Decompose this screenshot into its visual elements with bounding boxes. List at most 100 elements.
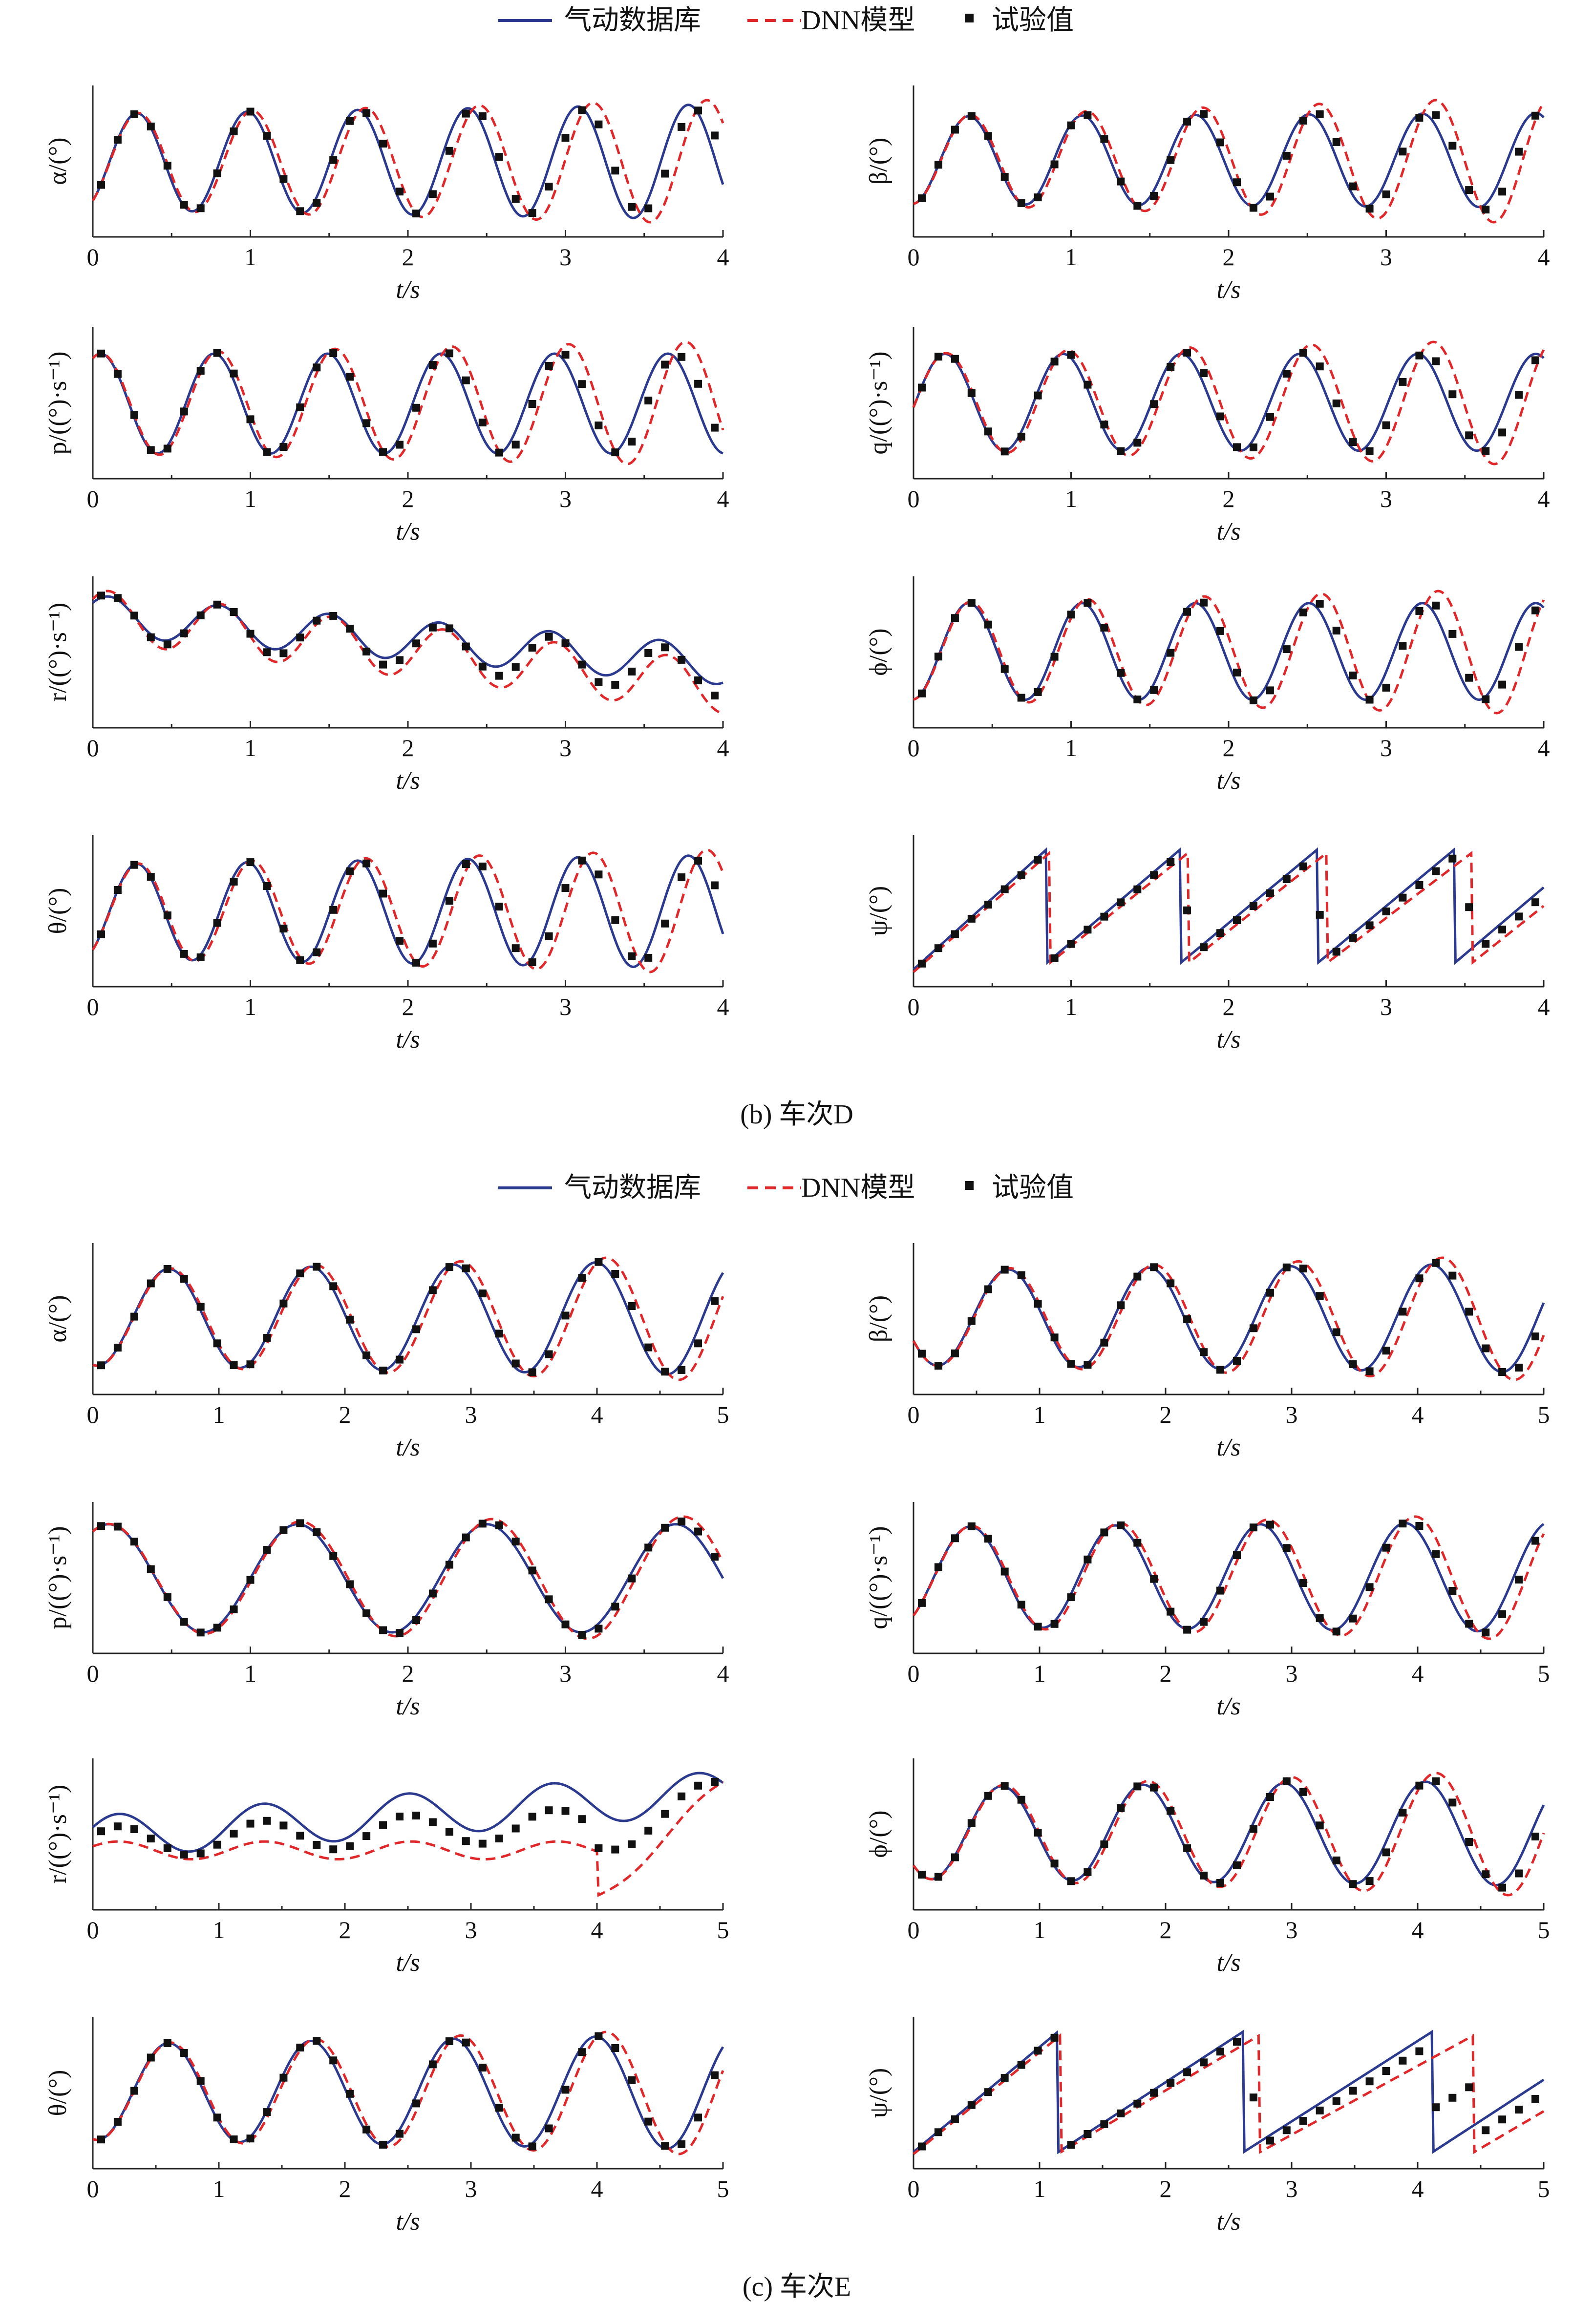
- test-point: [1332, 627, 1340, 634]
- test-point: [1067, 611, 1075, 619]
- test-point: [396, 2130, 404, 2138]
- test-point: [1167, 2079, 1175, 2087]
- test-point: [180, 407, 188, 416]
- test-point: [296, 1832, 304, 1840]
- test-point: [511, 195, 520, 203]
- panel: 0 1 2 3 4 t/s ψ/(°): [865, 835, 1550, 1054]
- test-point: [279, 1526, 288, 1534]
- x-tick-label: 3: [559, 734, 572, 761]
- x-tick-label: 4: [591, 1916, 603, 1944]
- test-point: [1034, 1829, 1042, 1837]
- y-axis-label: θ/(°): [44, 2070, 72, 2116]
- test-point: [1332, 1856, 1340, 1864]
- panel: 0 1 2 3 4 t/s β/(°): [865, 85, 1550, 304]
- test-point: [1000, 1782, 1009, 1790]
- test-point: [246, 1360, 255, 1369]
- test-point: [578, 1815, 586, 1823]
- series-dnn-line: [913, 590, 1545, 715]
- test-point: [1249, 696, 1257, 704]
- x-tick-label: 5: [717, 1916, 729, 1944]
- test-point: [180, 2049, 188, 2057]
- test-point: [313, 1841, 321, 1849]
- test-point: [578, 660, 586, 669]
- test-point: [163, 1265, 171, 1273]
- test-point: [478, 419, 487, 426]
- test-point: [1482, 695, 1490, 703]
- test-point: [113, 2118, 122, 2126]
- x-tick-label: 2: [339, 1401, 351, 1428]
- test-point: [1084, 1361, 1092, 1369]
- panel: 0 1 2 3 4 t/s p/((°)·s⁻¹): [44, 327, 729, 546]
- test-point: [263, 448, 271, 456]
- test-point: [1448, 390, 1457, 399]
- test-point: [196, 953, 205, 961]
- test-point: [1084, 111, 1092, 119]
- test-point: [1249, 902, 1257, 910]
- test-point: [1365, 447, 1374, 455]
- test-point: [511, 1824, 520, 1833]
- y-axis-label: ϕ/(°): [865, 628, 893, 676]
- test-point: [951, 930, 959, 938]
- test-point: [1133, 1782, 1142, 1791]
- test-point: [1216, 2048, 1224, 2056]
- test-point: [379, 1366, 387, 1374]
- test-point: [644, 397, 653, 404]
- test-point: [1200, 369, 1208, 377]
- test-point: [313, 1263, 321, 1271]
- test-point: [595, 120, 603, 128]
- test-point: [113, 370, 122, 378]
- x-tick-label: 2: [402, 1660, 414, 1687]
- test-point: [661, 2142, 669, 2150]
- test-point: [1200, 2058, 1208, 2067]
- test-point: [445, 897, 453, 905]
- test-point: [611, 916, 619, 924]
- x-tick-label: 0: [87, 993, 99, 1020]
- test-point: [967, 599, 976, 607]
- test-point: [1498, 1883, 1507, 1892]
- x-axis-label: t/s: [1216, 1949, 1240, 1977]
- test-point: [1282, 875, 1291, 883]
- x-tick-label: 0: [87, 1916, 99, 1944]
- x-tick-label: 4: [717, 734, 729, 761]
- test-point: [180, 1275, 188, 1283]
- test-point: [1382, 421, 1390, 429]
- series-dnn-line: [92, 340, 724, 465]
- test-point: [661, 1523, 669, 1532]
- legend-label-dnn: DNN模型: [801, 1173, 915, 1203]
- legend-marker-test: [965, 14, 974, 22]
- test-point: [1133, 1272, 1142, 1281]
- test-point: [412, 1616, 420, 1624]
- test-point: [694, 1339, 702, 1348]
- test-point: [595, 1258, 603, 1266]
- test-point: [1249, 204, 1257, 212]
- x-tick-label: 0: [87, 1401, 99, 1428]
- x-tick-label: 3: [465, 1401, 477, 1428]
- test-point: [1382, 908, 1390, 915]
- x-tick-label: 1: [1065, 993, 1077, 1020]
- test-point: [1382, 2067, 1390, 2075]
- test-point: [1531, 606, 1539, 614]
- test-point: [445, 624, 453, 633]
- test-point: [396, 188, 404, 196]
- test-point: [147, 446, 155, 454]
- test-point: [495, 448, 503, 457]
- test-point: [678, 1366, 686, 1374]
- x-tick-label: 4: [1538, 993, 1550, 1020]
- test-point: [694, 1781, 702, 1790]
- test-point: [213, 1624, 221, 1632]
- test-point: [1100, 1528, 1108, 1537]
- test-point: [130, 1825, 138, 1833]
- test-point: [1349, 1614, 1357, 1623]
- x-tick-label: 0: [908, 243, 920, 271]
- test-point: [1465, 1838, 1473, 1846]
- test-point: [1448, 1587, 1457, 1595]
- test-point: [130, 110, 138, 118]
- test-point: [1200, 1871, 1208, 1880]
- test-point: [130, 2087, 138, 2095]
- test-point: [462, 642, 470, 651]
- test-point: [1183, 1844, 1191, 1852]
- test-point: [329, 1282, 338, 1290]
- test-point: [528, 1368, 536, 1376]
- test-point: [346, 117, 354, 125]
- test-point: [1216, 1586, 1224, 1595]
